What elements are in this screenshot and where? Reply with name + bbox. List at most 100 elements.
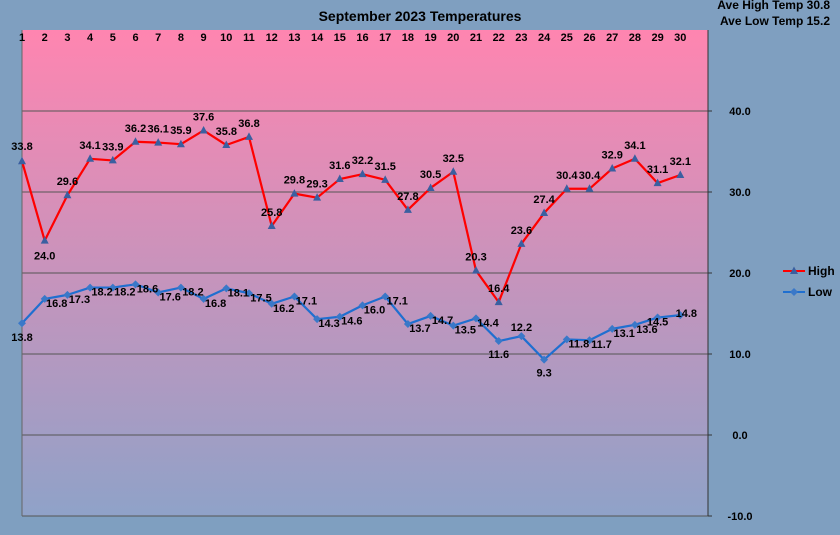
x-tick-label: 23	[515, 32, 527, 44]
data-label-low: 13.5	[455, 325, 476, 337]
data-point-low	[426, 311, 435, 320]
data-point-low	[517, 332, 526, 341]
data-label-high: 32.9	[601, 150, 622, 162]
data-point-high	[449, 167, 458, 175]
data-point-low	[381, 292, 390, 301]
x-tick-label: 21	[470, 32, 482, 44]
y-tick-label: 20.0	[729, 268, 750, 280]
data-point-high	[676, 170, 685, 178]
x-tick-label: 20	[447, 32, 459, 44]
data-point-high	[154, 138, 163, 146]
data-label-low: 9.3	[536, 368, 551, 380]
legend-label-low: Low	[808, 285, 833, 299]
data-label-high: 30.4	[556, 170, 578, 182]
data-label-low: 17.1	[296, 295, 317, 307]
data-label-low: 14.7	[432, 315, 453, 327]
x-tick-label: 3	[64, 32, 70, 44]
data-point-high	[63, 190, 72, 199]
legend-label-high: High	[808, 264, 835, 278]
data-point-low	[199, 294, 208, 303]
data-label-high: 30.5	[420, 169, 441, 181]
x-tick-label: 9	[201, 32, 207, 44]
data-point-high	[18, 156, 26, 165]
data-label-high: 16.4	[488, 283, 510, 295]
data-point-high	[403, 205, 412, 213]
x-tick-label: 4	[87, 32, 94, 44]
data-label-high: 33.8	[11, 141, 32, 153]
x-tick-label: 11	[243, 32, 255, 44]
data-point-low	[176, 283, 185, 292]
data-label-high: 32.2	[352, 155, 373, 167]
data-point-high	[267, 221, 276, 230]
gridlines	[22, 110, 708, 517]
data-point-low	[676, 311, 685, 320]
x-tick-label: 30	[674, 32, 686, 44]
data-label-high: 25.8	[261, 207, 282, 219]
data-point-low	[108, 283, 117, 292]
data-point-low	[245, 289, 253, 298]
data-label-low: 11.6	[488, 349, 509, 361]
series-line-high	[20, 129, 681, 304]
data-point-high	[40, 236, 49, 244]
data-label-high: 37.6	[193, 111, 214, 123]
data-point-low	[18, 319, 26, 328]
x-tick-label: 18	[402, 32, 414, 44]
data-point-low	[585, 336, 594, 345]
data-label-high: 36.1	[147, 124, 168, 136]
data-label-high: 29.3	[306, 179, 327, 191]
x-tick-label: 29	[651, 32, 663, 44]
data-label-low: 16.8	[46, 298, 67, 310]
data-point-low	[540, 355, 549, 364]
data-labels: 33.824.029.634.1 33.936.2 36.1 35.937.635.8…	[11, 111, 697, 379]
data-label-high: 27.8	[397, 191, 418, 203]
data-label-high: 36.8	[238, 118, 259, 130]
data-point-low	[335, 312, 344, 321]
data-point-high	[585, 184, 594, 192]
data-label-high: 31.1	[647, 164, 668, 176]
x-tick-label: 10	[220, 32, 232, 44]
data-point-high	[199, 125, 208, 134]
data-label-high: 36.2	[125, 123, 146, 135]
data-label-low: 17.3	[69, 294, 90, 306]
data-point-high	[176, 139, 185, 148]
data-point-high	[86, 154, 95, 162]
y-tick-label: 30.0	[729, 187, 750, 199]
x-tick-label: 27	[606, 32, 618, 44]
data-point-low	[653, 313, 662, 322]
legend-marker-high	[790, 266, 798, 274]
x-tick-label: 12	[266, 32, 278, 44]
x-tick-label: 2	[42, 32, 48, 44]
data-label-low: 16.8	[205, 298, 226, 310]
data-label-low: 14.6	[341, 316, 362, 328]
data-label-low: 16.0	[364, 304, 385, 316]
data-label-high: 27.4	[533, 194, 555, 206]
x-tick-label: 5	[110, 32, 116, 44]
data-label-low: 14.5	[647, 317, 668, 329]
data-point-low	[403, 320, 412, 329]
data-point-high	[472, 266, 480, 274]
data-label-high: 34.1	[624, 140, 645, 152]
data-label-low: 18.1	[228, 287, 249, 299]
data-point-low	[40, 294, 49, 303]
x-tick-label: 15	[334, 32, 346, 44]
data-label-low: 17.1	[386, 295, 407, 307]
x-tick-label: 26	[583, 32, 595, 44]
y-tick-label: -10.0	[727, 511, 752, 523]
x-tick-label: 8	[178, 32, 184, 44]
legend-marker-low	[790, 288, 798, 296]
data-label-high: 29.8	[284, 175, 305, 187]
data-label-low: 11.8	[568, 338, 589, 350]
series-layer	[18, 125, 685, 364]
axes: -10.00.010.020.030.040.01 2 3 4 5 6 7 8 9 10 11 12 1…	[19, 30, 753, 523]
data-label-low: 14.8	[676, 308, 697, 320]
x-tick-label: 7	[155, 32, 161, 44]
x-tick-label: 16	[356, 32, 368, 44]
data-point-low	[222, 284, 231, 293]
data-point-high	[313, 193, 322, 201]
data-label-high: 29.6	[57, 176, 78, 188]
data-label-low: 16.2	[273, 303, 294, 315]
data-label-high: 31.5	[374, 161, 395, 173]
data-point-high	[630, 154, 639, 162]
data-label-low: 13.8	[11, 332, 32, 344]
y-tick-label: 10.0	[729, 349, 750, 361]
